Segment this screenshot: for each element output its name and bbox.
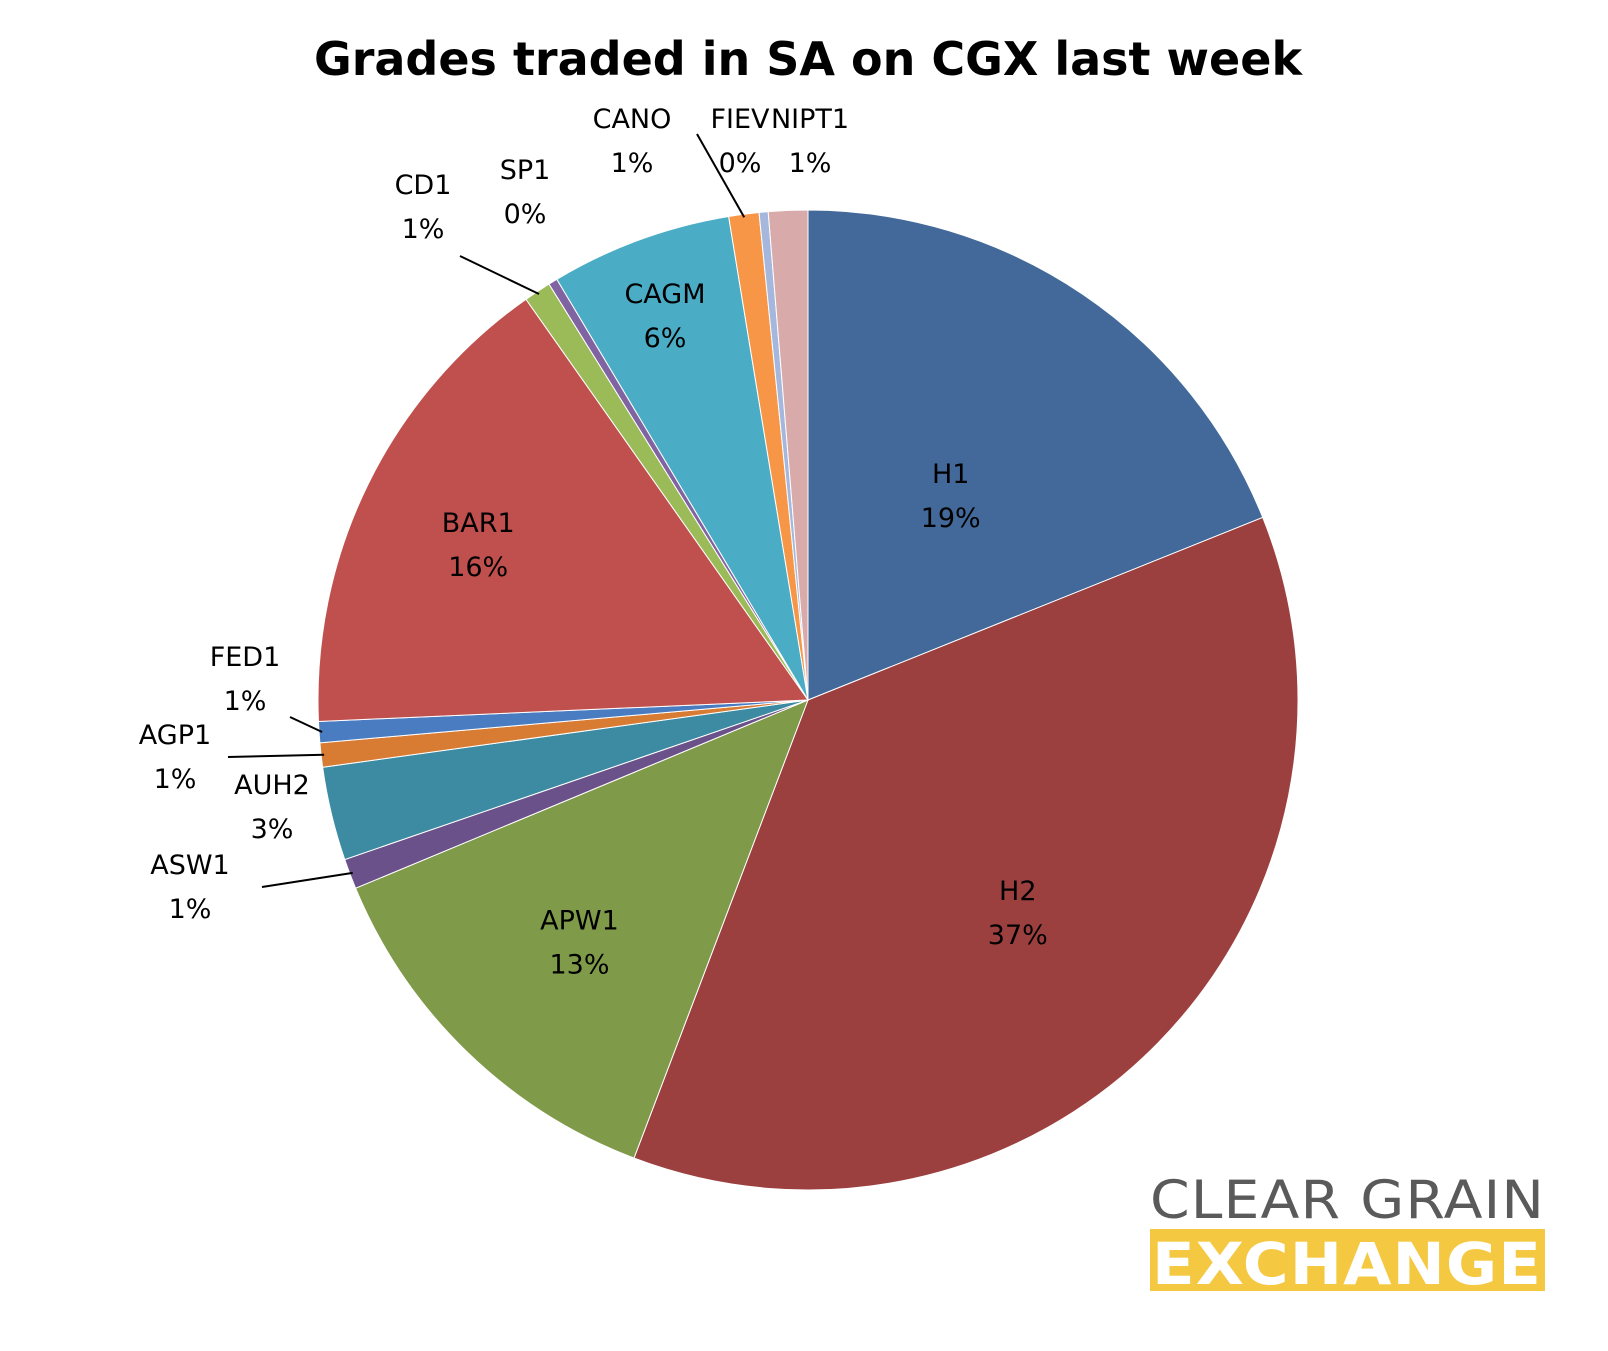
slice-h2 [633,516,1299,1191]
leader-line-asw1 [261,871,353,888]
slice-name-agp1: AGP1 [139,720,211,751]
slice-name-cano: CANO [593,104,672,135]
slice-nipt1 [767,209,809,701]
slice-labels: H1 19% H2 37% APW1 13% ASW1 1% AUH2 3% AGP1 1% FED1 1… [139,104,1048,981]
leader-line-fed1 [289,716,323,733]
leader-line-agp1 [227,753,325,758]
slice-name-h1: H1 [932,459,969,490]
logo-line1: CLEAR GRAIN [1150,1170,1545,1231]
slice-apw1 [354,699,809,1159]
slice-name-bar1: BAR1 [442,508,515,539]
slice-percent-asw1: 1% [169,894,212,925]
slice-percent-h1: 19% [921,503,981,534]
slice-cagm [556,215,809,701]
slice-percent-auh2: 3% [251,814,294,845]
leader-line-cano [696,133,746,218]
slice-name-fiev: FIEV [710,104,770,135]
slice-name-cd1: CD1 [395,170,452,201]
slice-h1 [807,209,1264,701]
slice-percent-apw1: 13% [549,950,609,981]
slice-name-auh2: AUH2 [234,770,310,801]
chart-title: Grades traded in SA on CGX last week [314,32,1304,86]
slice-percent-h2: 37% [988,920,1048,951]
leader-lines [227,133,746,888]
slice-percent-nipt1: 1% [789,148,832,179]
pie-slices [317,209,1299,1191]
slice-bar1 [317,298,809,722]
slice-percent-bar1: 16% [448,552,508,583]
slice-name-h2: H2 [999,876,1036,907]
slice-percent-fed1: 1% [224,686,267,717]
slice-percent-cagm: 6% [644,323,687,354]
slice-name-sp1: SP1 [500,155,551,186]
leader-line-cd1 [459,255,540,295]
slice-percent-agp1: 1% [154,764,197,795]
slice-percent-fiev: 0% [719,148,762,179]
slice-percent-cd1: 1% [402,214,445,245]
slice-name-nipt1: NIPT1 [771,104,849,135]
slice-name-asw1: ASW1 [150,850,229,881]
slice-name-cagm: CAGM [624,279,705,310]
logo-line2: EXCHANGE [1152,1230,1542,1298]
slice-percent-sp1: 0% [504,199,547,230]
logo-accent-bar [1150,1229,1545,1291]
slice-name-apw1: APW1 [540,906,619,937]
clear-grain-exchange-logo: CLEAR GRAIN EXCHANGE [1150,1170,1545,1298]
slice-percent-cano: 1% [611,148,654,179]
slice-name-fed1: FED1 [210,642,281,673]
